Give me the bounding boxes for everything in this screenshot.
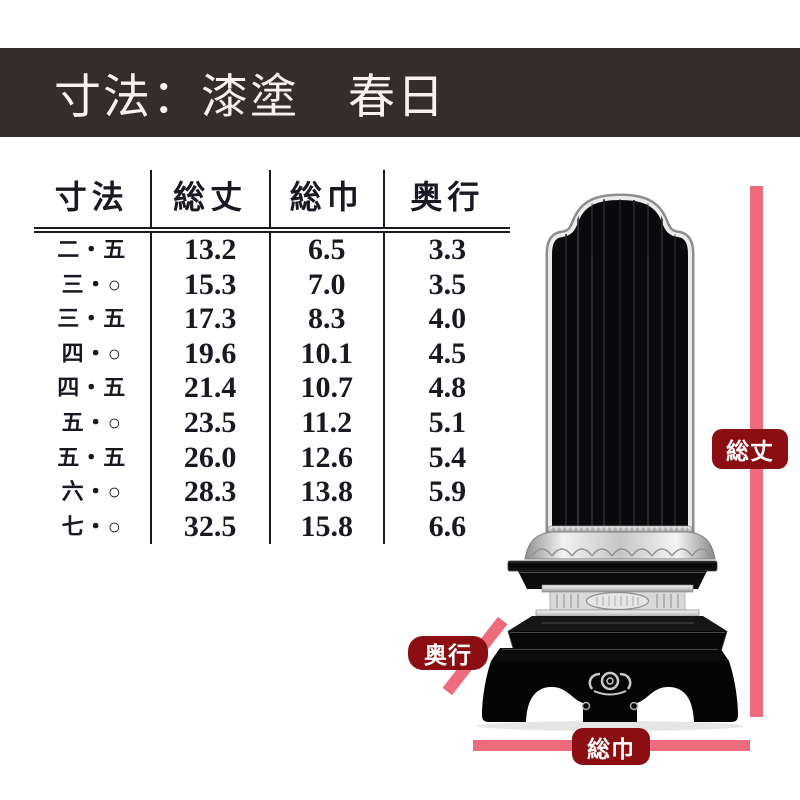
- size-label-cell: 三・○: [61, 271, 122, 297]
- column-header-depth: 奥行: [382, 170, 510, 233]
- value-cell: 11.2: [268, 405, 384, 441]
- value-cell: 5.9: [382, 475, 510, 510]
- photo-shadow: [477, 721, 743, 731]
- value-cell: 6.6: [382, 509, 510, 545]
- value-cell: 13.8: [268, 475, 384, 510]
- dimension-table: 寸法 総丈 総巾 奥行 二・五 13.2 6.5 3.3 三・○ 15.3 7.0 3.5 三・…: [34, 170, 510, 545]
- table-row: 四・○ 19.6 10.1 4.5: [34, 336, 510, 372]
- header-bar: 寸法：漆塗 春日: [0, 48, 800, 137]
- value-cell: 17.3: [149, 302, 270, 337]
- lotus-collar: [524, 525, 716, 560]
- value-cell: 32.5: [149, 509, 270, 545]
- spec-table: 寸法 総丈 総巾 奥行 二・五 13.2 6.5 3.3 三・○ 15.3 7.0 3.5 三・…: [34, 170, 510, 545]
- table-body: 二・五 13.2 6.5 3.3 三・○ 15.3 7.0 3.5 三・五 17.3 8.3 4.0 四…: [34, 230, 510, 545]
- size-label-cell: 二・五: [57, 237, 127, 262]
- value-cell: 23.5: [149, 405, 270, 441]
- table-row: 四・五 21.4 10.7 4.8: [34, 371, 510, 406]
- black-lacquer-memorial-tablet-photo: [477, 193, 743, 731]
- table-row: 二・五 13.2 6.5 3.3: [34, 230, 510, 268]
- size-label-cell: 五・五: [57, 444, 127, 470]
- page-title: 寸法：漆塗 春日: [54, 72, 446, 124]
- table-row: 五・五 26.0 12.6 5.4: [34, 440, 510, 476]
- value-cell: 19.6: [149, 336, 270, 372]
- octagonal-tier: [507, 616, 728, 652]
- size-label-cell: 四・○: [61, 340, 122, 366]
- value-cell: 4.8: [382, 371, 510, 406]
- value-cell: 8.3: [268, 302, 384, 337]
- cap-tier: [507, 560, 718, 589]
- value-cell: 5.1: [382, 405, 510, 441]
- table-row: 六・○ 28.3 13.8 5.9: [34, 475, 510, 510]
- depth-measure-label: 奥行: [408, 636, 488, 670]
- value-cell: 28.3: [149, 475, 270, 510]
- tablet-plaque: [545, 193, 695, 553]
- value-cell: 21.4: [149, 371, 270, 406]
- size-label-cell: 七・○: [61, 513, 122, 539]
- size-label-cell: 四・五: [57, 375, 127, 401]
- value-cell: 3.3: [382, 230, 510, 268]
- value-cell: 3.5: [382, 267, 510, 303]
- value-cell: 12.6: [268, 440, 384, 476]
- value-cell: 15.8: [268, 509, 384, 545]
- ribbed-pedestal: [535, 584, 700, 619]
- size-label-cell: 五・○: [61, 409, 122, 435]
- table-row: 七・○ 32.5 15.8 6.6: [34, 509, 510, 545]
- scroll-emblem: [588, 671, 632, 696]
- column-header-size: 寸法: [34, 170, 151, 233]
- column-header-total-width: 総巾: [268, 170, 384, 233]
- size-label-cell: 三・五: [57, 306, 127, 332]
- value-cell: 4.0: [382, 302, 510, 337]
- size-label-cell: 六・○: [61, 479, 122, 505]
- total-height-measure-label: 総丈: [712, 429, 788, 469]
- table-header-row: 寸法 総丈 総巾 奥行: [34, 170, 510, 233]
- value-cell: 15.3: [149, 267, 270, 303]
- value-cell: 13.2: [149, 230, 270, 268]
- value-cell: 26.0: [149, 440, 270, 476]
- value-cell: 4.5: [382, 336, 510, 372]
- column-header-total-height: 総丈: [149, 170, 270, 233]
- value-cell: 5.4: [382, 440, 510, 476]
- total-width-measure-label: 総巾: [572, 728, 650, 765]
- value-cell: 7.0: [268, 267, 384, 303]
- value-cell: 10.7: [268, 371, 384, 406]
- value-cell: 10.1: [268, 336, 384, 372]
- value-cell: 6.5: [268, 230, 384, 268]
- table-row: 三・○ 15.3 7.0 3.5: [34, 267, 510, 303]
- table-row: 五・○ 23.5 11.2 5.1: [34, 405, 510, 441]
- table-row: 三・五 17.3 8.3 4.0: [34, 302, 510, 337]
- tablet-stand: [482, 648, 738, 722]
